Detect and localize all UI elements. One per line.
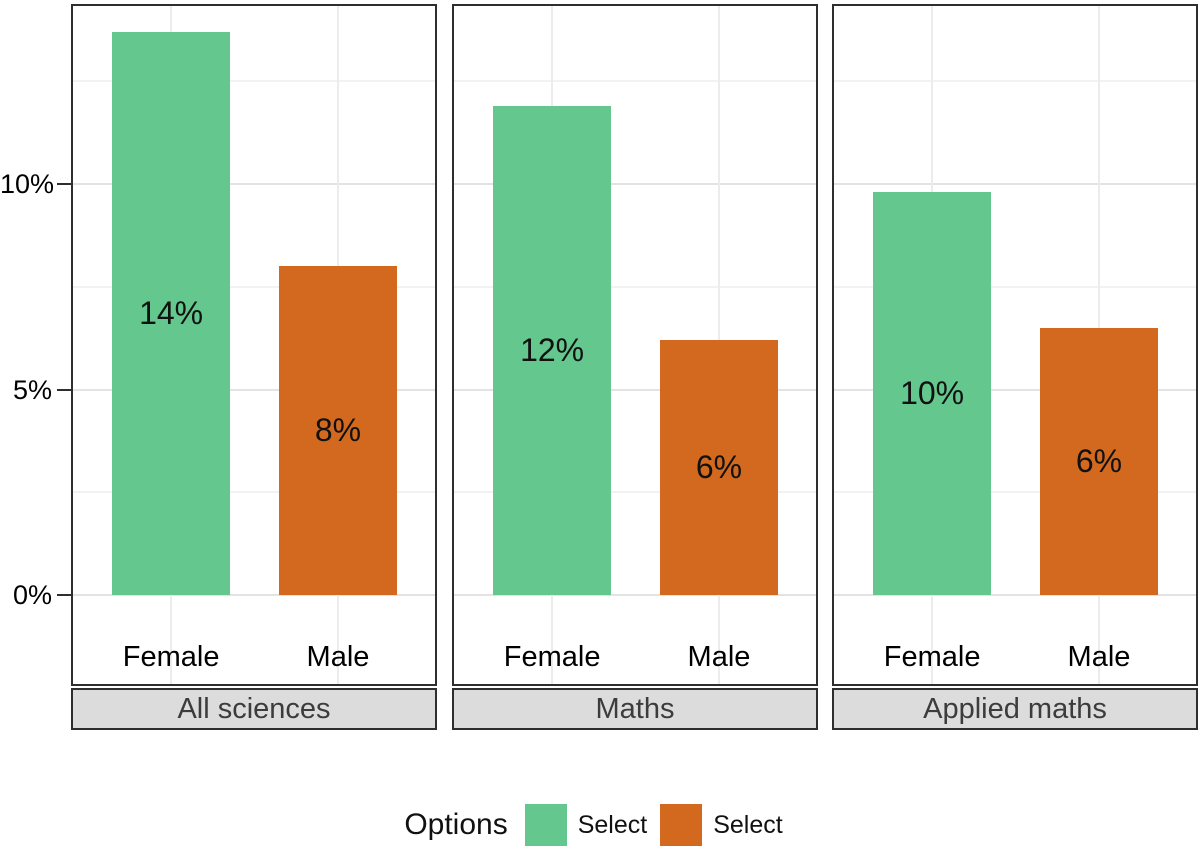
legend-label[interactable]: Select — [713, 810, 783, 839]
bar-male: 6% — [1039, 328, 1158, 595]
gridline-minor — [834, 491, 1196, 494]
y-tick-mark — [57, 388, 71, 391]
gridline-minor — [834, 285, 1196, 288]
bar-value-label: 6% — [1075, 443, 1123, 479]
gridline-major — [73, 388, 435, 391]
gridline-minor — [73, 285, 435, 288]
category-label-male: Male — [306, 641, 370, 673]
gridline-minor — [73, 491, 435, 494]
bar-male: 6% — [659, 340, 778, 595]
bar-value-label: 14% — [139, 295, 204, 331]
y-tick-label: 10% — [0, 169, 55, 199]
gridline-major — [834, 388, 1196, 391]
facet-panel-all-sciences: 14% 8% Female Male — [71, 4, 437, 686]
y-axis: 0% 5% 10% — [0, 0, 71, 740]
gridline-major — [454, 594, 816, 596]
gridline-major — [454, 388, 816, 391]
facet-strip-all-sciences: All sciences — [71, 688, 437, 730]
facet-strip-label: Maths — [595, 692, 675, 725]
facet-strip-label: All sciences — [177, 692, 331, 725]
y-tick-label: 0% — [12, 580, 52, 610]
facet-strip-applied-maths: Applied maths — [832, 688, 1198, 730]
legend-label[interactable]: Select — [577, 810, 648, 839]
facet-strip-maths: Maths — [452, 688, 818, 730]
y-tick-mark — [57, 594, 71, 596]
legend-title: Options — [404, 808, 508, 841]
gridline-major — [834, 183, 1196, 185]
gridline-minor — [454, 491, 816, 494]
legend-entry-orange[interactable]: Select — [660, 804, 783, 846]
gridline-major — [454, 183, 816, 185]
facet-strip-label: Applied maths — [923, 692, 1107, 725]
gridline-major — [73, 183, 435, 185]
category-label-female: Female — [122, 641, 220, 673]
facet-panel-maths: 12% 6% Female Male — [452, 4, 818, 686]
legend-swatch-orange[interactable] — [660, 804, 703, 846]
bar-female: 14% — [112, 32, 231, 595]
gridline-minor — [834, 80, 1196, 83]
legend-entry-green[interactable]: Select — [524, 804, 648, 846]
category-label-female: Female — [883, 641, 981, 673]
gridline-major — [834, 594, 1196, 596]
gridline-major — [73, 594, 435, 596]
bar-male: 8% — [278, 266, 397, 595]
bar-female: 12% — [493, 106, 612, 595]
gridline-minor — [73, 80, 435, 83]
legend-swatch-green[interactable] — [524, 804, 567, 846]
y-tick-label: 5% — [12, 374, 52, 405]
gridline-minor — [454, 285, 816, 288]
y-tick-mark — [57, 183, 71, 185]
bar-value-label: 10% — [900, 375, 965, 411]
bar-value-label: 12% — [520, 332, 585, 368]
bar-female: 10% — [873, 192, 992, 595]
category-label-male: Male — [687, 641, 751, 673]
category-label-male: Male — [1067, 641, 1131, 673]
bar-value-label: 6% — [695, 449, 743, 485]
gridline-minor — [454, 80, 816, 83]
category-label-female: Female — [503, 641, 601, 673]
facet-panel-applied-maths: 10% 6% Female Male — [832, 4, 1198, 686]
legend: Options Select Select — [0, 800, 1200, 850]
bar-value-label: 8% — [314, 412, 362, 448]
